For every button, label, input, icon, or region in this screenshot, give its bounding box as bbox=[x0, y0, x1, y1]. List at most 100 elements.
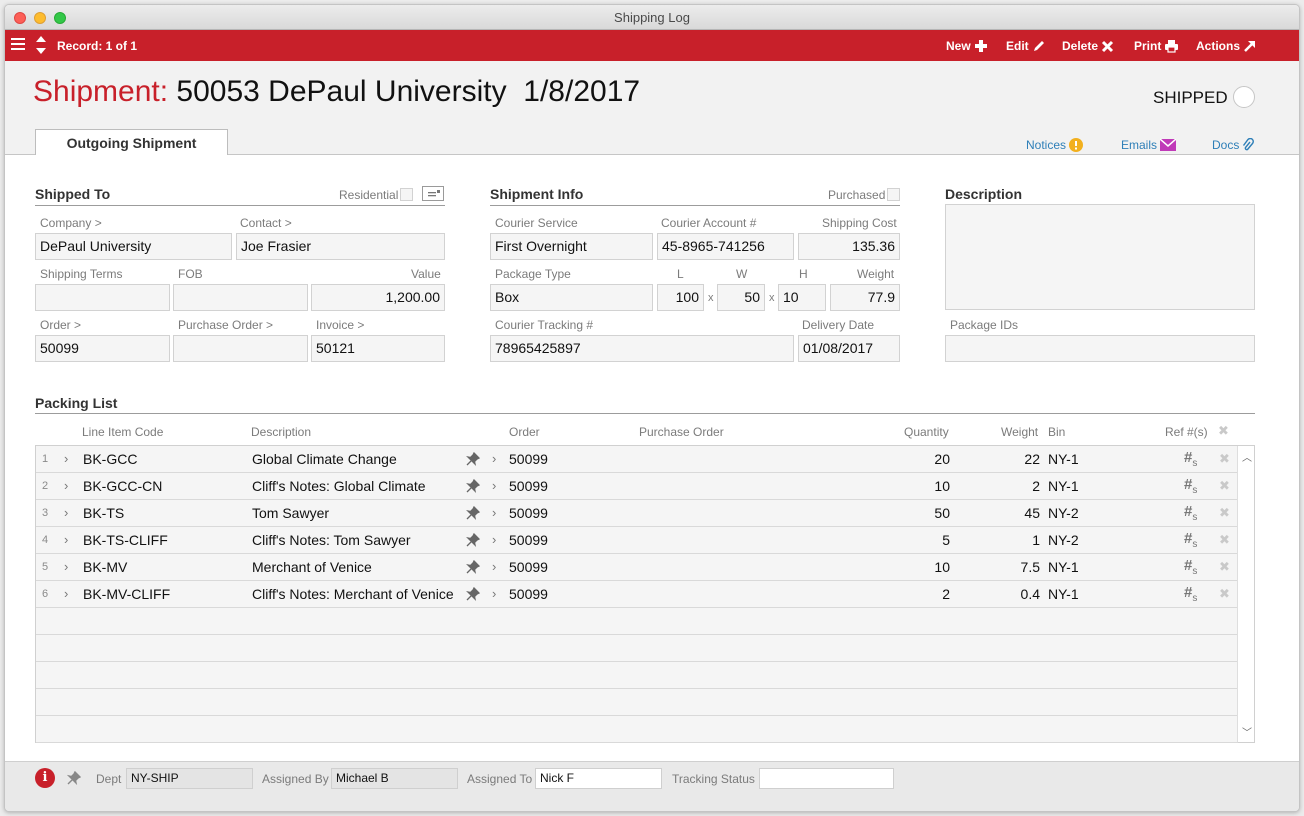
menu-icon[interactable] bbox=[11, 38, 25, 52]
bin-cell[interactable]: NY-1 bbox=[1048, 586, 1079, 602]
package-type-field[interactable]: Box bbox=[490, 284, 653, 311]
row-expand-chevron-icon[interactable]: › bbox=[64, 559, 69, 574]
fob-field[interactable] bbox=[173, 284, 308, 311]
pin-icon[interactable] bbox=[466, 532, 481, 550]
docs-link[interactable]: Docs bbox=[1212, 138, 1255, 152]
column-header-weight[interactable]: Weight bbox=[1001, 425, 1039, 439]
description-textarea[interactable] bbox=[945, 204, 1255, 310]
record-navigation-icon[interactable] bbox=[35, 35, 47, 55]
description-cell[interactable]: Cliff's Notes: Tom Sawyer bbox=[252, 532, 411, 548]
line-item-code-cell[interactable]: BK-TS-CLIFF bbox=[83, 532, 168, 548]
bin-cell[interactable]: NY-2 bbox=[1048, 505, 1079, 521]
delete-row-icon[interactable]: ✖ bbox=[1219, 559, 1230, 574]
new-button[interactable]: New bbox=[946, 39, 988, 53]
description-cell[interactable]: Tom Sawyer bbox=[252, 505, 330, 521]
column-header-purchase-order[interactable]: Purchase Order bbox=[639, 425, 724, 439]
table-row[interactable]: 6 › BK-MV-CLIFF Cliff's Notes: Merchant of … bbox=[36, 581, 1238, 608]
delete-button[interactable]: Delete bbox=[1062, 39, 1114, 53]
bin-cell[interactable]: NY-1 bbox=[1048, 559, 1079, 575]
column-header-quantity[interactable]: Quantity bbox=[904, 425, 949, 439]
ref-numbers-icon[interactable]: #s bbox=[1184, 530, 1198, 550]
column-header-description[interactable]: Description bbox=[251, 425, 312, 439]
order-cell[interactable]: 50099 bbox=[509, 451, 548, 467]
ref-numbers-icon[interactable]: #s bbox=[1184, 557, 1198, 577]
pin-icon[interactable] bbox=[466, 478, 481, 496]
length-field[interactable]: 100 bbox=[657, 284, 704, 311]
grid-scrollbar[interactable]: ︿ ﹀ bbox=[1237, 446, 1254, 742]
ref-numbers-icon[interactable]: #s bbox=[1184, 503, 1198, 523]
company-field[interactable]: DePaul University bbox=[35, 233, 232, 260]
notices-link[interactable]: Notices bbox=[1026, 138, 1084, 152]
address-card-icon[interactable] bbox=[422, 186, 444, 201]
delete-row-icon[interactable]: ✖ bbox=[1219, 532, 1230, 547]
pin-icon[interactable] bbox=[466, 586, 481, 604]
window-close-button[interactable] bbox=[14, 12, 26, 24]
table-row[interactable]: 5 › BK-MV Merchant of Venice › 50099 10 7.5 NY-1… bbox=[36, 554, 1238, 581]
value-field[interactable]: 1,200.00 bbox=[311, 284, 445, 311]
tracking-status-field[interactable] bbox=[759, 768, 894, 789]
package-ids-field[interactable] bbox=[945, 335, 1255, 362]
invoice-field[interactable]: 50121 bbox=[311, 335, 445, 362]
empty-table-row[interactable] bbox=[36, 716, 1238, 743]
weight-cell[interactable]: 22 bbox=[1024, 451, 1040, 467]
scroll-up-icon[interactable]: ︿ bbox=[1242, 453, 1252, 464]
purchase-order-label[interactable]: Purchase Order > bbox=[178, 318, 274, 332]
contact-field[interactable]: Joe Frasier bbox=[236, 233, 445, 260]
delete-row-icon[interactable]: ✖ bbox=[1219, 586, 1230, 601]
contact-label[interactable]: Contact > bbox=[240, 216, 292, 230]
weight-cell[interactable]: 45 bbox=[1024, 505, 1040, 521]
table-row[interactable]: 1 › BK-GCC Global Climate Change › 50099 20 22 N… bbox=[36, 446, 1238, 473]
purchased-checkbox[interactable] bbox=[887, 188, 900, 201]
description-cell[interactable]: Cliff's Notes: Merchant of Venice bbox=[252, 586, 454, 602]
courier-tracking-field[interactable]: 78965425897 bbox=[490, 335, 794, 362]
scroll-down-icon[interactable]: ﹀ bbox=[1242, 728, 1252, 739]
weight-field[interactable]: 77.9 bbox=[830, 284, 900, 311]
bin-cell[interactable]: NY-1 bbox=[1048, 451, 1079, 467]
order-cell[interactable]: 50099 bbox=[509, 586, 548, 602]
courier-account-field[interactable]: 45-8965-741256 bbox=[657, 233, 794, 260]
weight-cell[interactable]: 7.5 bbox=[1020, 559, 1040, 575]
order-chevron-icon[interactable]: › bbox=[492, 586, 497, 601]
company-label[interactable]: Company > bbox=[40, 216, 102, 230]
invoice-label[interactable]: Invoice > bbox=[316, 318, 365, 332]
shipping-terms-field[interactable] bbox=[35, 284, 170, 311]
assigned-by-field[interactable]: Michael B bbox=[331, 768, 458, 789]
width-field[interactable]: 50 bbox=[717, 284, 765, 311]
purchase-order-field[interactable] bbox=[173, 335, 308, 362]
ref-numbers-icon[interactable]: #s bbox=[1184, 476, 1198, 496]
ref-numbers-icon[interactable]: #s bbox=[1184, 449, 1198, 469]
empty-table-row[interactable] bbox=[36, 662, 1238, 689]
column-header-order[interactable]: Order bbox=[509, 425, 540, 439]
ref-numbers-icon[interactable]: #s bbox=[1184, 584, 1198, 604]
line-item-code-cell[interactable]: BK-TS bbox=[83, 505, 125, 521]
column-header-code[interactable]: Line Item Code bbox=[82, 425, 164, 439]
empty-table-row[interactable] bbox=[36, 689, 1238, 716]
table-row[interactable]: 4 › BK-TS-CLIFF Cliff's Notes: Tom Sawyer › 5… bbox=[36, 527, 1238, 554]
column-header-bin[interactable]: Bin bbox=[1048, 425, 1066, 439]
delete-row-icon[interactable]: ✖ bbox=[1219, 478, 1230, 493]
quantity-cell[interactable]: 20 bbox=[934, 451, 950, 467]
shipping-cost-field[interactable]: 135.36 bbox=[798, 233, 900, 260]
assigned-to-field[interactable]: Nick F bbox=[535, 768, 662, 789]
quantity-cell[interactable]: 50 bbox=[934, 505, 950, 521]
order-chevron-icon[interactable]: › bbox=[492, 532, 497, 547]
empty-table-row[interactable] bbox=[36, 608, 1238, 635]
order-cell[interactable]: 50099 bbox=[509, 505, 548, 521]
order-cell[interactable]: 50099 bbox=[509, 559, 548, 575]
line-item-code-cell[interactable]: BK-MV bbox=[83, 559, 128, 575]
clear-all-icon[interactable]: ✖ bbox=[1218, 423, 1229, 438]
row-expand-chevron-icon[interactable]: › bbox=[64, 505, 69, 520]
description-cell[interactable]: Merchant of Venice bbox=[252, 559, 372, 575]
courier-service-field[interactable]: First Overnight bbox=[490, 233, 653, 260]
order-field[interactable]: 50099 bbox=[35, 335, 170, 362]
dept-field[interactable]: NY-SHIP bbox=[126, 768, 253, 789]
row-expand-chevron-icon[interactable]: › bbox=[64, 478, 69, 493]
actions-button[interactable]: Actions bbox=[1196, 39, 1257, 53]
description-cell[interactable]: Global Climate Change bbox=[252, 451, 397, 467]
quantity-cell[interactable]: 10 bbox=[934, 559, 950, 575]
quantity-cell[interactable]: 2 bbox=[942, 586, 950, 602]
height-field[interactable]: 10 bbox=[778, 284, 826, 311]
quantity-cell[interactable]: 5 bbox=[942, 532, 950, 548]
column-header-ref[interactable]: Ref #(s) bbox=[1165, 425, 1208, 439]
delete-row-icon[interactable]: ✖ bbox=[1219, 451, 1230, 466]
